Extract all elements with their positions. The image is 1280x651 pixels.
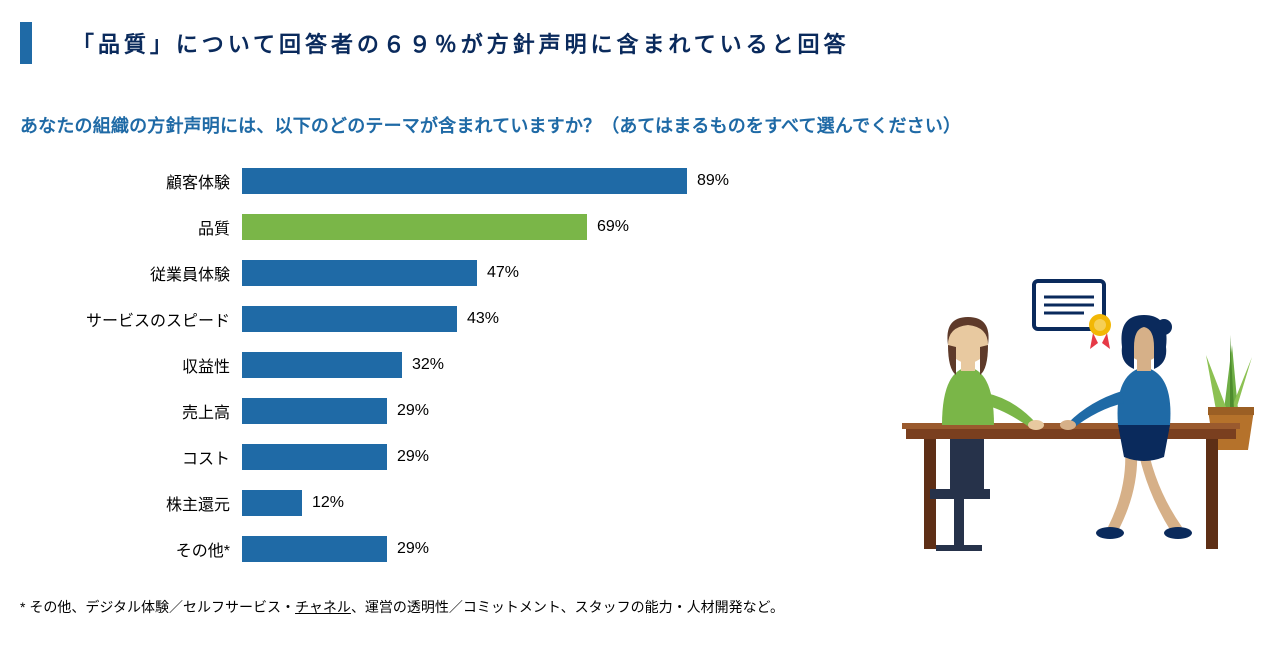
- bar-value: 47%: [477, 260, 519, 286]
- bar-value: 69%: [587, 214, 629, 240]
- bar-track: 43%: [242, 306, 742, 332]
- bar-value: 29%: [387, 398, 429, 424]
- bar-track: 89%: [242, 168, 742, 194]
- bar-track: 29%: [242, 444, 742, 470]
- bar-row: 従業員体験 47%: [60, 250, 880, 296]
- bar-label: サービスのスピード: [60, 307, 242, 331]
- bar-label: 株主還元: [60, 491, 242, 515]
- bar: [242, 536, 387, 562]
- bar-label: コスト: [60, 445, 242, 469]
- meeting-illustration: [886, 275, 1266, 565]
- subtitle: あなたの組織の方針声明には、以下のどのテーマが含まれていますか？（あてはまるもの…: [20, 112, 961, 138]
- bar-value: 43%: [457, 306, 499, 332]
- certificate-icon: [1034, 281, 1111, 349]
- bar: [242, 490, 302, 516]
- bar: [242, 444, 387, 470]
- bar-value: 29%: [387, 536, 429, 562]
- bar: [242, 214, 587, 240]
- footnote-underline: チャネル: [295, 599, 351, 615]
- bar: [242, 306, 457, 332]
- bar-row: 株主還元 12%: [60, 480, 880, 526]
- bar-label: 従業員体験: [60, 261, 242, 285]
- bar: [242, 398, 387, 424]
- bar-row: 顧客体験 89%: [60, 158, 880, 204]
- footnote: * その他、デジタル体験／セルフサービス・チャネル、運営の透明性／コミットメント…: [20, 597, 784, 617]
- footnote-prefix: * その他、デジタル体験／セルフサービス・: [20, 599, 295, 615]
- bar-row: サービスのスピード 43%: [60, 296, 880, 342]
- bar-row: 収益性 32%: [60, 342, 880, 388]
- bar-row: 売上高 29%: [60, 388, 880, 434]
- bar-track: 47%: [242, 260, 742, 286]
- bar-label: 売上高: [60, 399, 242, 423]
- bar-label: その他*: [60, 537, 242, 561]
- bar-value: 29%: [387, 444, 429, 470]
- bar-track: 29%: [242, 536, 742, 562]
- bar-row: その他* 29%: [60, 526, 880, 572]
- title-accent-bar: [20, 22, 32, 64]
- bar: [242, 260, 477, 286]
- bar-row: コスト 29%: [60, 434, 880, 480]
- bar-track: 32%: [242, 352, 742, 378]
- footnote-suffix: 、運営の透明性／コミットメント、スタッフの能力・人材開発など。: [351, 599, 784, 615]
- bar-track: 29%: [242, 398, 742, 424]
- bar-track: 12%: [242, 490, 742, 516]
- bar-row: 品質 69%: [60, 204, 880, 250]
- bar-label: 顧客体験: [60, 169, 242, 193]
- bar-chart: 顧客体験 89% 品質 69% 従業員体験 47% サービスのスピード 43% 収益性 32% 売上…: [60, 158, 880, 572]
- bar-track: 69%: [242, 214, 742, 240]
- bar-value: 32%: [402, 352, 444, 378]
- bar-label: 収益性: [60, 353, 242, 377]
- page-title: 「品質」について回答者の６９％が方針声明に含まれていると回答: [72, 27, 849, 59]
- title-block: 「品質」について回答者の６９％が方針声明に含まれていると回答: [20, 22, 849, 64]
- slide: 「品質」について回答者の６９％が方針声明に含まれていると回答 あなたの組織の方針…: [0, 0, 1280, 651]
- bar: [242, 168, 687, 194]
- bar-value: 12%: [302, 490, 344, 516]
- bar-value: 89%: [687, 168, 729, 194]
- bar: [242, 352, 402, 378]
- bar-label: 品質: [60, 215, 242, 239]
